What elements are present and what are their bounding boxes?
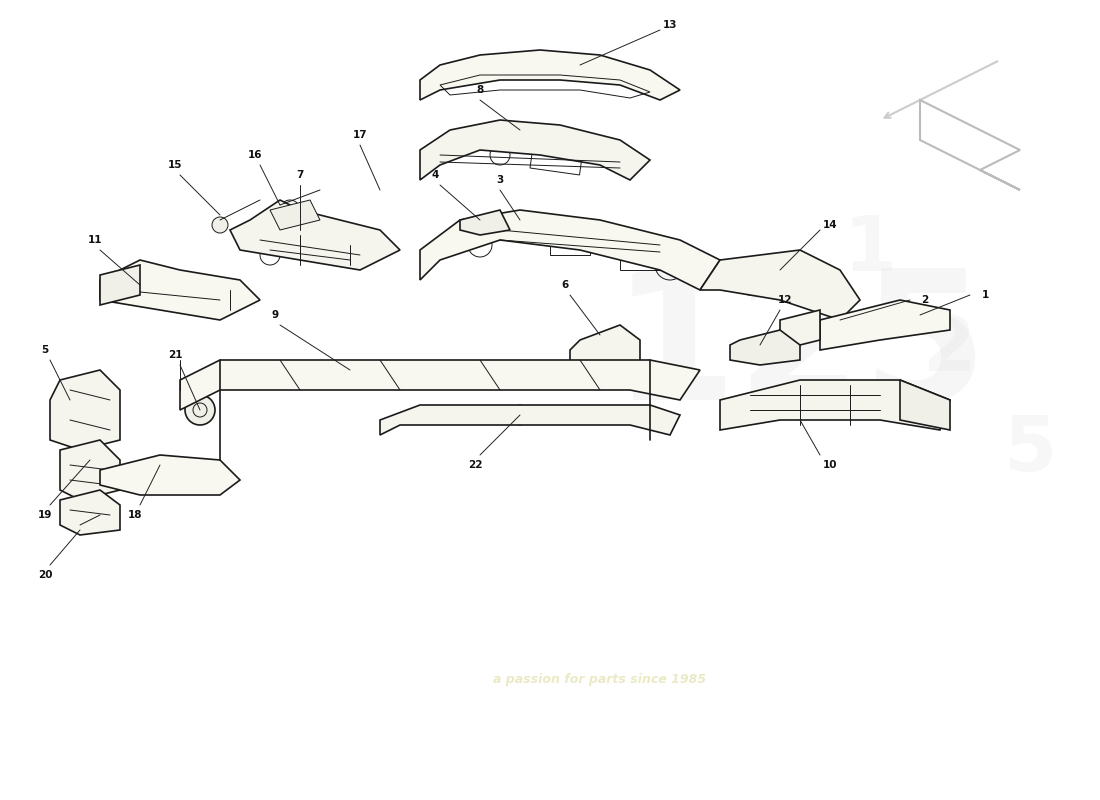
Polygon shape [270,200,320,230]
Text: 4: 4 [431,170,439,180]
Text: a passion for parts since 1985: a passion for parts since 1985 [494,674,706,686]
Polygon shape [780,310,820,350]
Circle shape [212,217,228,233]
Text: 11: 11 [88,235,102,245]
Bar [530,153,582,175]
Text: 19: 19 [37,510,52,520]
Text: 15: 15 [167,160,183,170]
Text: 1: 1 [981,290,989,300]
Polygon shape [730,330,800,365]
Polygon shape [460,210,510,235]
Text: 10: 10 [823,460,837,470]
Text: 125: 125 [612,262,989,438]
Polygon shape [50,370,120,450]
Polygon shape [420,50,680,100]
Text: 2: 2 [923,313,977,387]
Polygon shape [720,380,950,430]
Text: 21: 21 [167,350,183,360]
Text: 18: 18 [128,510,142,520]
Text: 8: 8 [476,85,484,95]
Polygon shape [379,405,680,435]
Polygon shape [570,325,640,375]
Text: 2: 2 [922,295,928,305]
Text: 13: 13 [662,20,678,30]
Polygon shape [420,210,720,290]
Polygon shape [100,265,140,305]
Polygon shape [100,455,240,495]
Text: 9: 9 [272,310,278,320]
Text: 5: 5 [1003,413,1057,487]
Circle shape [73,518,87,532]
Text: 17: 17 [353,130,367,140]
Text: 3: 3 [496,175,504,185]
Polygon shape [180,360,700,410]
Polygon shape [820,300,950,350]
Polygon shape [700,250,860,320]
Text: 6: 6 [561,280,569,290]
Text: 22: 22 [468,460,482,470]
Text: 5: 5 [42,345,48,355]
Text: 7: 7 [296,170,304,180]
Text: 12: 12 [778,295,792,305]
Text: 16: 16 [248,150,262,160]
Polygon shape [100,260,260,320]
Circle shape [185,395,214,425]
Polygon shape [900,380,950,430]
Polygon shape [60,490,120,535]
Circle shape [280,200,300,220]
Polygon shape [60,440,120,500]
Text: 14: 14 [823,220,837,230]
Text: 1: 1 [844,213,896,287]
Text: 20: 20 [37,570,53,580]
Polygon shape [420,120,650,180]
Polygon shape [230,200,400,270]
